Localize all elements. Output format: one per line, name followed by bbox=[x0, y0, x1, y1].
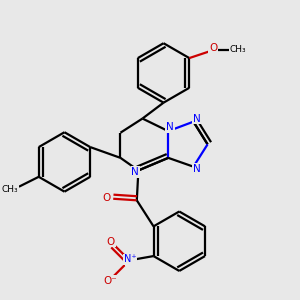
Text: O: O bbox=[102, 193, 110, 203]
Text: CH₃: CH₃ bbox=[230, 45, 247, 54]
Text: CH₃: CH₃ bbox=[1, 185, 18, 194]
Text: N: N bbox=[166, 122, 174, 132]
Text: N: N bbox=[193, 164, 201, 174]
Text: N⁺: N⁺ bbox=[124, 254, 136, 264]
Text: N: N bbox=[193, 113, 201, 124]
Text: N: N bbox=[131, 167, 139, 177]
Text: O⁻: O⁻ bbox=[103, 276, 117, 286]
Text: O: O bbox=[106, 237, 115, 247]
Text: O: O bbox=[209, 43, 217, 53]
Text: N: N bbox=[126, 255, 133, 265]
